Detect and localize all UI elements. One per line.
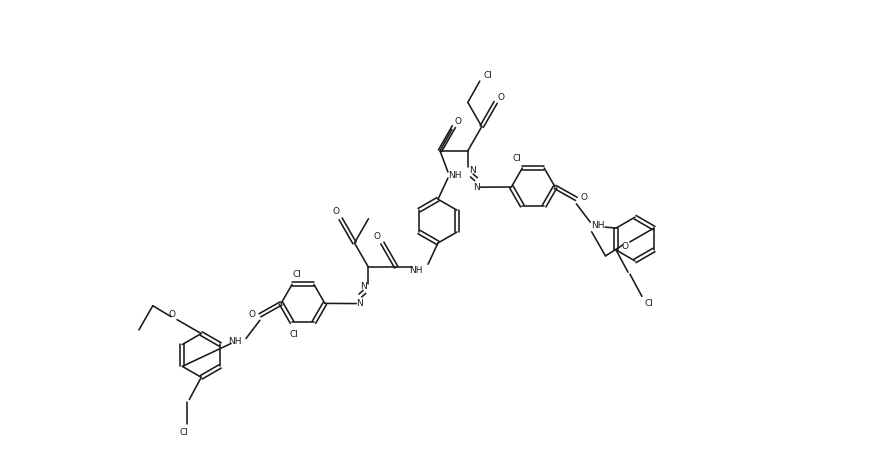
Text: NH: NH xyxy=(448,170,461,179)
Text: Cl: Cl xyxy=(645,299,653,308)
Text: Cl: Cl xyxy=(483,70,492,79)
Text: O: O xyxy=(168,310,175,319)
Text: O: O xyxy=(497,93,504,102)
Text: O: O xyxy=(374,231,381,240)
Text: N: N xyxy=(356,299,363,308)
Text: Cl: Cl xyxy=(293,270,302,279)
Text: O: O xyxy=(332,207,339,216)
Text: O: O xyxy=(454,117,461,126)
Text: NH: NH xyxy=(410,266,423,275)
Text: O: O xyxy=(248,310,255,319)
Text: N: N xyxy=(474,183,481,192)
Text: O: O xyxy=(581,193,588,202)
Text: O: O xyxy=(621,242,628,251)
Text: NH: NH xyxy=(228,337,242,346)
Text: N: N xyxy=(469,166,476,175)
Text: Cl: Cl xyxy=(180,428,189,437)
Text: Cl: Cl xyxy=(513,154,522,163)
Text: N: N xyxy=(360,282,367,291)
Text: NH: NH xyxy=(591,220,605,229)
Text: Cl: Cl xyxy=(289,330,298,339)
